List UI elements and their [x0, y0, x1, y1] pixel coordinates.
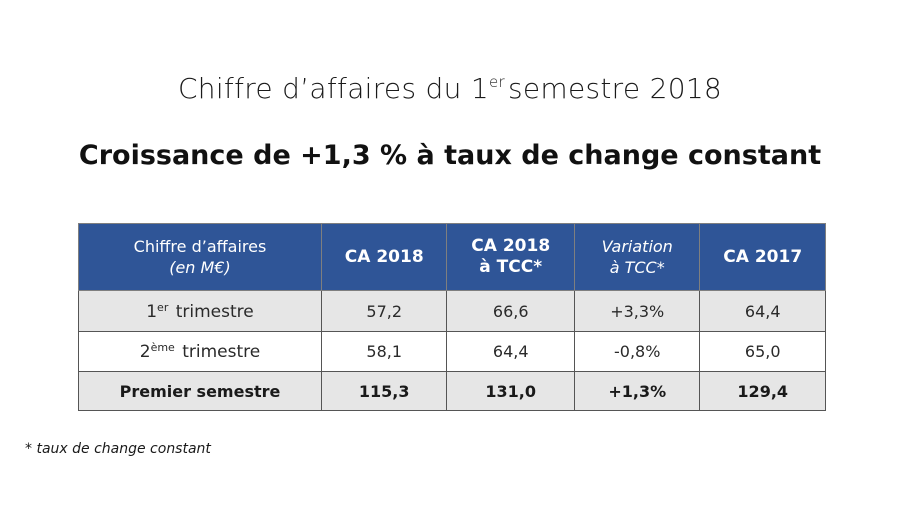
row-label-sup: er	[157, 300, 169, 314]
header-label-line1: Chiffre d’affaires	[133, 237, 267, 256]
table-row-total: Premier semestre 115,3 131,0 +1,3% 129,4	[78, 371, 826, 411]
row-label-text: trimestre	[170, 301, 254, 322]
header-variation-line1: Variation	[601, 237, 673, 256]
row-label-text: trimestre	[176, 342, 261, 362]
cell-ca2018: 58,1	[320, 331, 448, 372]
cell-ca2017: 129,4	[699, 371, 826, 411]
cell-ca2017: 65,0	[699, 331, 826, 372]
header-ca2018-tcc-line2: à TCC*	[479, 257, 543, 277]
row-label-sup: ème	[150, 341, 175, 354]
cell-variation: -0,8%	[573, 331, 701, 372]
table-row-q1: 1er trimestre 57,2 66,6 +3,3% 64,4	[78, 290, 826, 332]
cell-ca2018-tcc: 66,6	[446, 290, 575, 332]
slide-title: Chiffre d’affaires du 1er semestre 2018	[0, 72, 900, 105]
table-header-row: Chiffre d’affaires (en M€) CA 2018 CA 20…	[78, 223, 826, 291]
header-variation: Variation à TCC*	[573, 223, 701, 291]
header-variation-line2: à TCC*	[609, 258, 665, 277]
cell-ca2018: 115,3	[320, 371, 448, 411]
header-ca2017: CA 2017	[699, 223, 826, 291]
cell-ca2017: 64,4	[699, 290, 826, 332]
title-prefix: Chiffre d’affaires du 1	[177, 72, 489, 105]
cell-ca2018-tcc: 64,4	[446, 331, 575, 372]
cell-ca2018-tcc: 131,0	[446, 371, 575, 411]
row-label: 2ème trimestre	[78, 331, 322, 372]
footnote: * taux de change constant	[25, 441, 211, 457]
title-ordinal: er	[488, 73, 505, 91]
header-label-unit: (en M€)	[169, 258, 231, 277]
row-label: Premier semestre	[78, 371, 322, 411]
header-ca2018: CA 2018	[320, 223, 448, 291]
revenue-table: Chiffre d’affaires (en M€) CA 2018 CA 20…	[78, 223, 826, 411]
title-suffix: semestre 2018	[507, 72, 723, 105]
cell-variation: +3,3%	[573, 290, 701, 332]
row-label-num: 2	[139, 342, 151, 362]
cell-variation: +1,3%	[573, 371, 701, 411]
row-label-num: 1	[146, 301, 158, 322]
header-ca2018-tcc-line1: CA 2018	[471, 236, 551, 256]
table-row-q2: 2ème trimestre 58,1 64,4 -0,8% 65,0	[78, 331, 826, 372]
header-label: Chiffre d’affaires (en M€)	[78, 223, 322, 291]
slide-subtitle: Croissance de +1,3 % à taux de change co…	[78, 140, 822, 171]
header-ca2018-tcc: CA 2018 à TCC*	[446, 223, 575, 291]
row-label: 1er trimestre	[78, 290, 322, 332]
cell-ca2018: 57,2	[320, 290, 448, 332]
